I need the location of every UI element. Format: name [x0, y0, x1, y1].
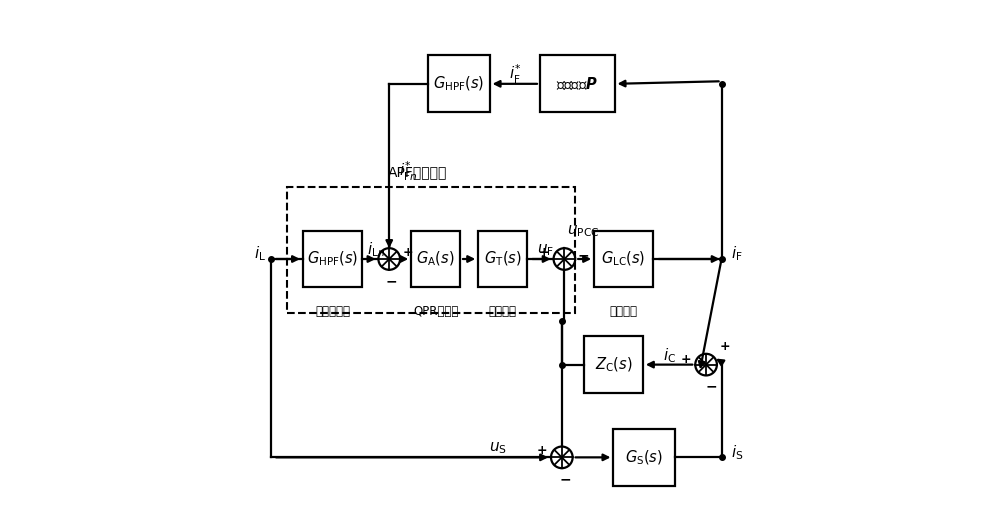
Bar: [428, 55, 490, 112]
Text: $i_{\mathrm{C}}$: $i_{\mathrm{C}}$: [663, 346, 676, 365]
Bar: [613, 429, 675, 486]
Text: $G_{\mathrm{A}}(s)$: $G_{\mathrm{A}}(s)$: [416, 250, 455, 268]
Text: +: +: [536, 443, 547, 457]
Text: $i_{\mathrm{S}}$: $i_{\mathrm{S}}$: [731, 443, 743, 462]
Text: $u_{\mathrm{PCC}}$: $u_{\mathrm{PCC}}$: [567, 224, 599, 239]
Text: QPR控制器: QPR控制器: [413, 306, 458, 319]
Bar: [287, 187, 575, 313]
Text: $i_{\mathrm{F}n}^{*}$: $i_{\mathrm{F}n}^{*}$: [399, 160, 417, 183]
Text: $Z_{\mathrm{C}}(s)$: $Z_{\mathrm{C}}(s)$: [595, 355, 632, 374]
Text: −: −: [559, 472, 571, 486]
Text: $u_{\mathrm{S}}$: $u_{\mathrm{S}}$: [489, 440, 507, 456]
Text: −: −: [705, 380, 717, 394]
Text: $i_{\mathrm{F}}$: $i_{\mathrm{F}}$: [731, 244, 742, 263]
Circle shape: [554, 248, 575, 270]
Bar: [540, 55, 615, 112]
Text: $G_{\mathrm{HPF}}(s)$: $G_{\mathrm{HPF}}(s)$: [307, 250, 358, 268]
Bar: [584, 336, 643, 393]
Text: −: −: [386, 274, 398, 288]
Text: +: +: [539, 247, 549, 260]
Text: −: −: [578, 248, 589, 262]
Text: $u_{\mathrm{F}}$: $u_{\mathrm{F}}$: [537, 242, 554, 257]
Text: 无源部分: 无源部分: [610, 306, 638, 319]
Text: $G_{\mathrm{T}}(s)$: $G_{\mathrm{T}}(s)$: [484, 250, 521, 268]
Text: $G_{\mathrm{LC}}(s)$: $G_{\mathrm{LC}}(s)$: [601, 250, 646, 268]
Text: +: +: [403, 247, 413, 260]
Text: +: +: [681, 353, 691, 366]
Circle shape: [551, 447, 573, 468]
Text: $i_{\mathrm{L}}$: $i_{\mathrm{L}}$: [254, 244, 266, 263]
Text: $G_{\mathrm{S}}(s)$: $G_{\mathrm{S}}(s)$: [625, 448, 663, 467]
Text: $i_{\mathrm{L}n}$: $i_{\mathrm{L}n}$: [367, 240, 385, 259]
Bar: [478, 231, 527, 287]
Bar: [303, 231, 362, 287]
Bar: [411, 231, 460, 287]
Bar: [594, 231, 653, 287]
Text: 预测模块$\boldsymbol{P}$: 预测模块$\boldsymbol{P}$: [556, 76, 598, 92]
Circle shape: [378, 248, 400, 270]
Text: +: +: [719, 340, 730, 353]
Text: APF控制部分: APF控制部分: [388, 165, 447, 179]
Text: $i_{\mathrm{F}}^{*}$: $i_{\mathrm{F}}^{*}$: [509, 63, 521, 86]
Circle shape: [695, 354, 717, 376]
Text: 控制延时: 控制延时: [489, 306, 517, 319]
Text: $G_{\mathrm{HPF}}(s)$: $G_{\mathrm{HPF}}(s)$: [433, 75, 484, 93]
Text: 高通滤波器: 高通滤波器: [315, 306, 350, 319]
